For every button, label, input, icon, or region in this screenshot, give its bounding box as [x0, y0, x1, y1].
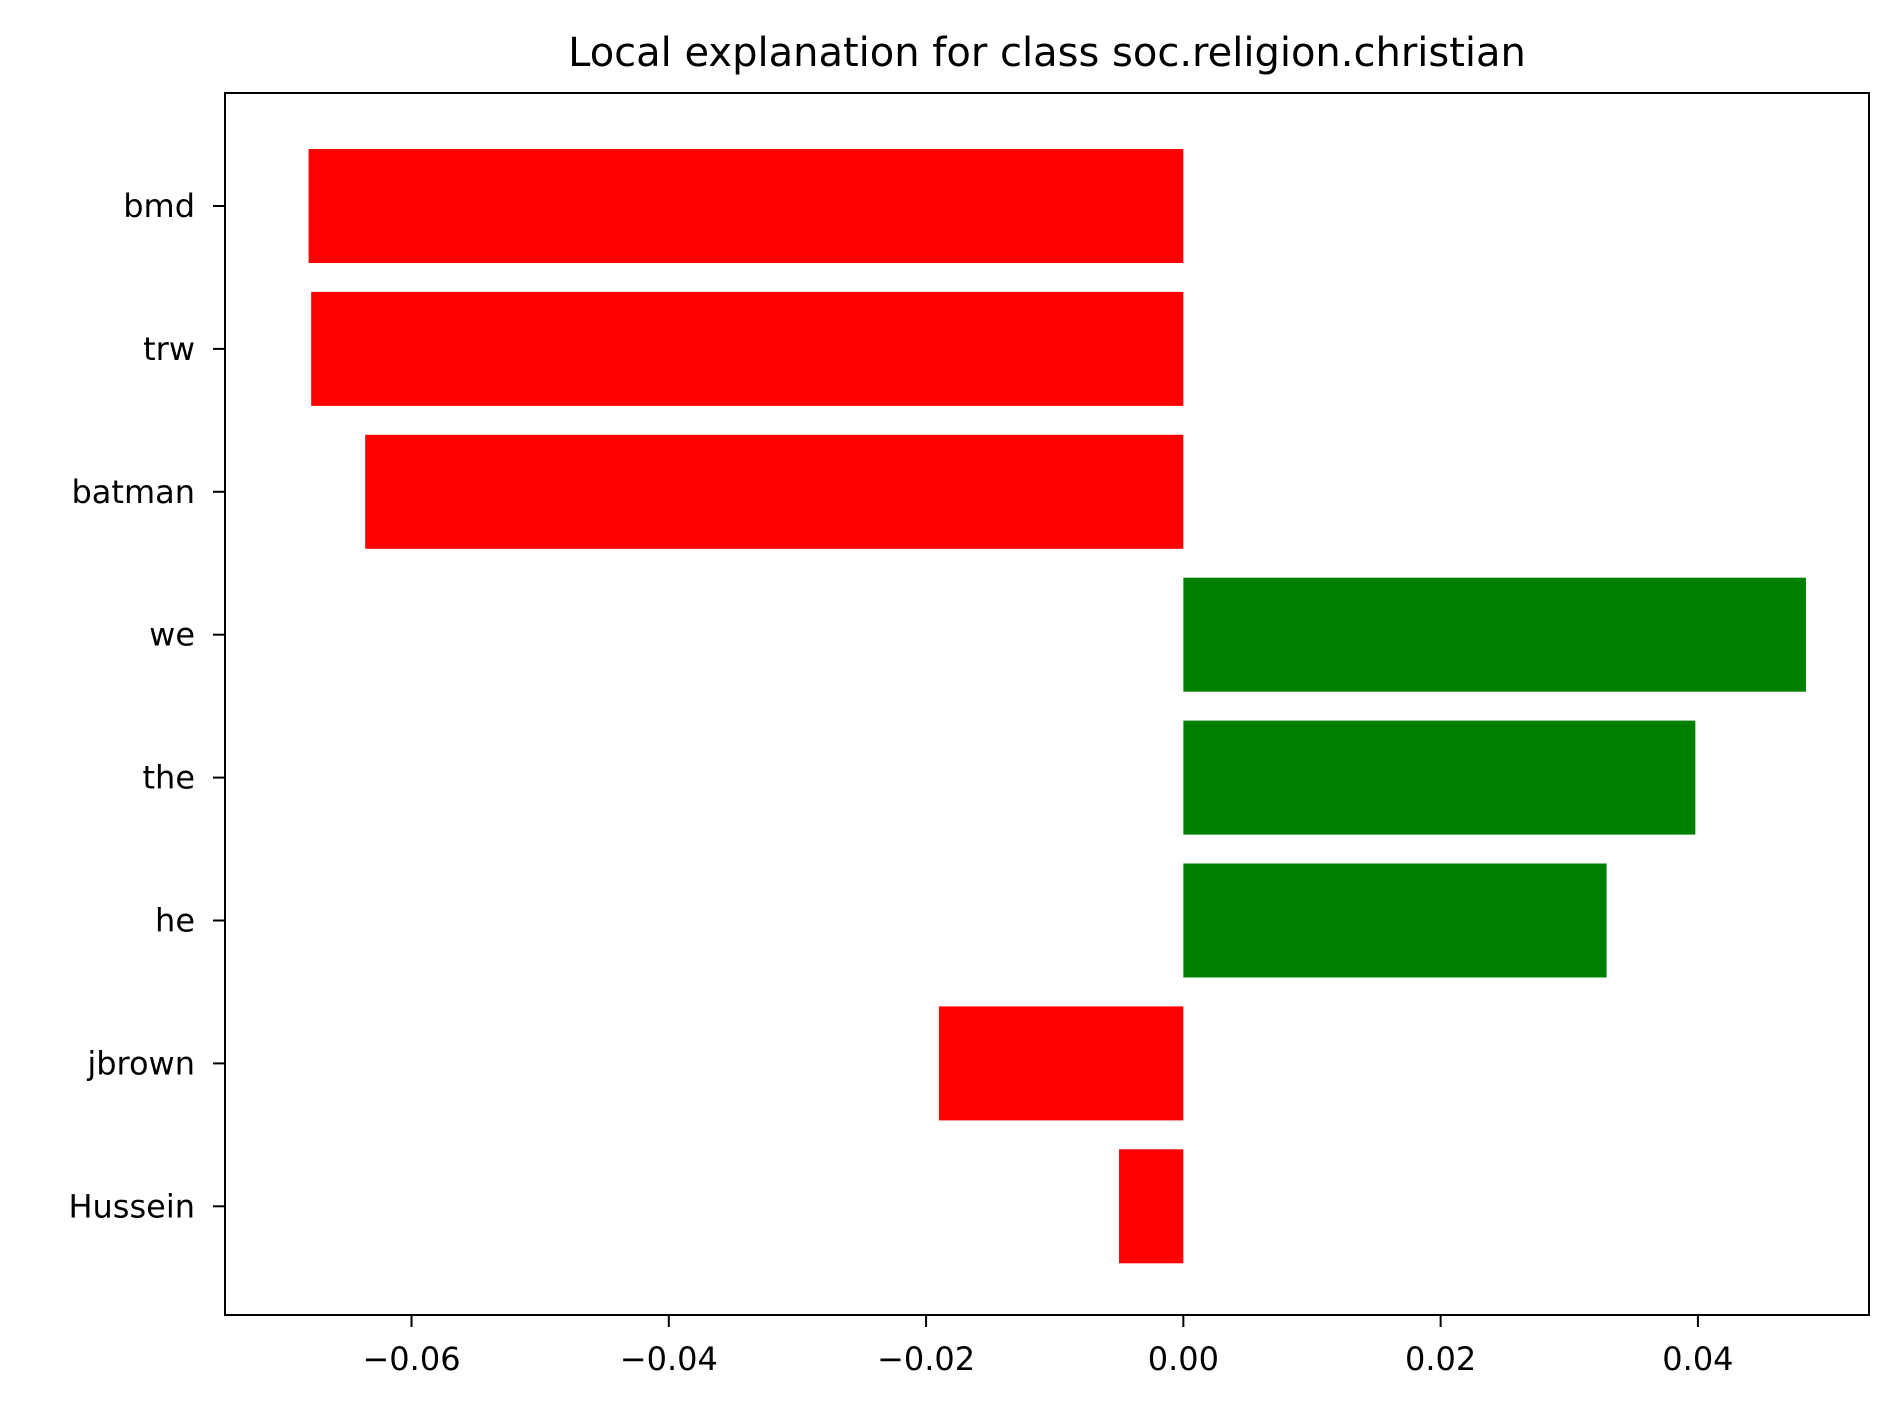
bar-batman	[365, 434, 1184, 549]
ytick-label-batman: batman	[71, 473, 195, 511]
plot-frame	[224, 92, 1870, 1316]
bar-bmd	[308, 149, 1184, 263]
bar-we	[1183, 577, 1806, 692]
ytick-label-hussein: Hussein	[68, 1187, 195, 1225]
ytick-label-trw: trw	[143, 330, 195, 368]
xtick-label-5: 0.04	[1662, 1340, 1733, 1378]
y-axis: bmd trw batman we the he jbrown Hussein	[68, 187, 225, 1225]
xtick-label-2: −0.02	[877, 1340, 975, 1378]
bar-the	[1183, 720, 1696, 835]
ytick-label-bmd: bmd	[123, 187, 195, 225]
bar-jbrown	[938, 1006, 1184, 1121]
xtick-label-3: 0.00	[1148, 1340, 1219, 1378]
ytick-label-jbrown: jbrown	[86, 1044, 195, 1082]
ytick-label-we: we	[149, 616, 195, 654]
bar-trw	[311, 291, 1184, 406]
chart-title: Local explanation for class soc.religion…	[568, 30, 1526, 76]
ytick-label-he: he	[155, 902, 195, 940]
x-axis: −0.06 −0.04 −0.02 0.00 0.02 0.04	[362, 1315, 1734, 1378]
bar-he	[1183, 863, 1607, 978]
xtick-label-1: −0.04	[620, 1340, 718, 1378]
bar-hussein	[1119, 1149, 1184, 1264]
bars-group	[308, 149, 1806, 1264]
ytick-label-the: the	[142, 759, 195, 797]
xtick-label-0: −0.06	[362, 1340, 460, 1378]
xtick-label-4: 0.02	[1405, 1340, 1476, 1378]
